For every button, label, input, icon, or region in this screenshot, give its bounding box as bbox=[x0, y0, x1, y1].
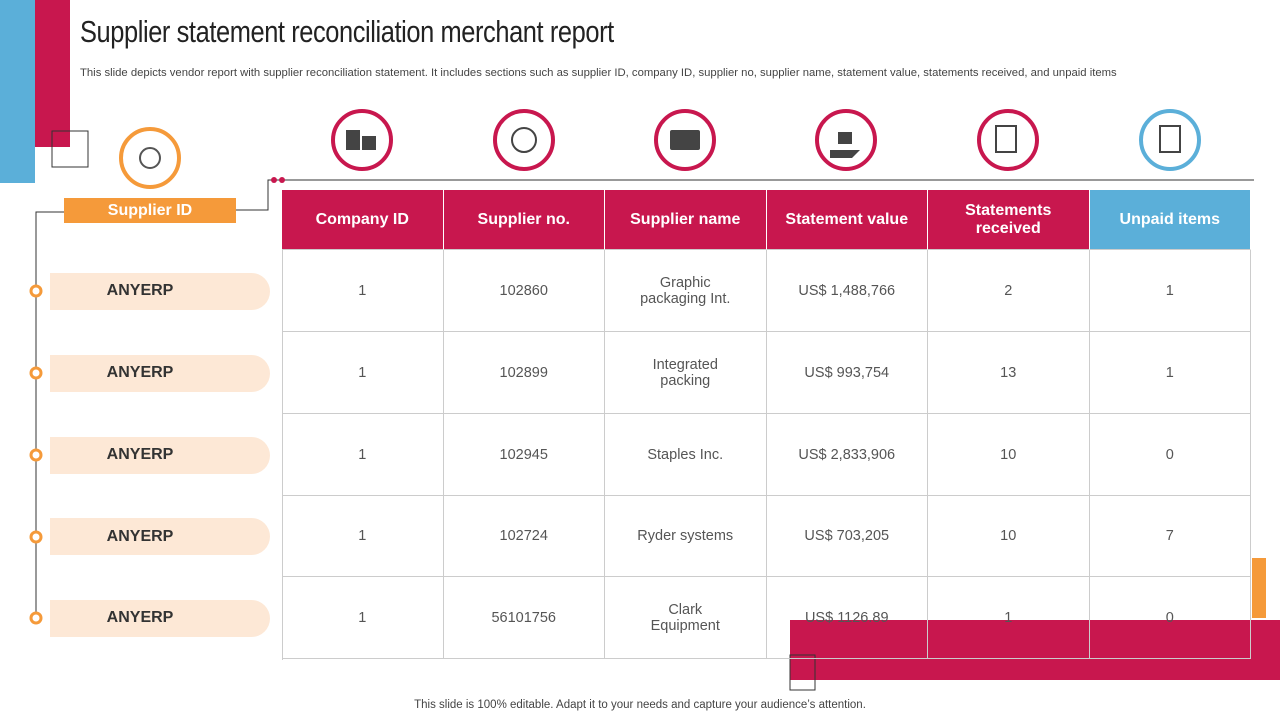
supplier-pill: ANYERP bbox=[50, 272, 270, 310]
table-cell: US$ 703,205 bbox=[766, 496, 928, 577]
title: Supplier statement reconciliation mercha… bbox=[80, 14, 614, 49]
supplier-pill: ANYERP bbox=[50, 599, 270, 637]
table-cell: 1 bbox=[282, 496, 444, 577]
table-cell: 102945 bbox=[443, 414, 605, 496]
table-cell: 1 bbox=[282, 250, 444, 332]
table-cell: US$ 993,754 bbox=[766, 332, 928, 414]
footer: This slide is 100% editable. Adapt it to… bbox=[414, 699, 866, 711]
table-cell: Ryder systems bbox=[605, 496, 767, 577]
table-cell: 56101756 bbox=[443, 577, 605, 659]
column-header: Supplier no. bbox=[443, 190, 605, 250]
table-cell: 1 bbox=[282, 577, 444, 659]
column-header: Unpaid items bbox=[1089, 190, 1251, 250]
column-header: Supplier name bbox=[605, 190, 767, 250]
table-cell: 102724 bbox=[443, 496, 605, 577]
column-header: Statement value bbox=[766, 190, 928, 250]
supplier-id-label: Supplier ID bbox=[107, 202, 193, 219]
table-cell: 7 bbox=[1089, 496, 1251, 577]
subtitle: This slide depicts vendor report with su… bbox=[80, 67, 1117, 79]
table-cell: 0 bbox=[1089, 577, 1251, 659]
table-cell: Graphic packaging Int. bbox=[605, 250, 767, 332]
table-cell: Integrated packing bbox=[605, 332, 767, 414]
table-cell: Clark Equipment bbox=[605, 577, 767, 659]
table-cell: 1 bbox=[282, 414, 444, 496]
table-cell: 1 bbox=[1089, 332, 1251, 414]
table-cell: 102899 bbox=[443, 332, 605, 414]
table-cell: 13 bbox=[928, 332, 1090, 414]
column-header: Statements received bbox=[928, 190, 1090, 250]
table-cell: 0 bbox=[1089, 414, 1251, 496]
table-cell: 1 bbox=[282, 332, 444, 414]
column-header: Company ID bbox=[282, 190, 444, 250]
table-cell: 10 bbox=[928, 414, 1090, 496]
table-cell: 1 bbox=[1089, 250, 1251, 332]
supplier-pill: ANYERP bbox=[50, 518, 270, 555]
supplier-pill: ANYERP bbox=[50, 354, 270, 392]
supplier-pill: ANYERP bbox=[50, 436, 270, 474]
table-cell: 10 bbox=[928, 496, 1090, 577]
table-cell: Staples Inc. bbox=[605, 414, 767, 496]
table-cell: US$ 1126.89 bbox=[766, 577, 928, 659]
table-cell: 1 bbox=[928, 577, 1090, 659]
table-cell: 2 bbox=[928, 250, 1090, 332]
table-cell: US$ 1,488,766 bbox=[766, 250, 928, 332]
table-cell: US$ 2,833,906 bbox=[766, 414, 928, 496]
table-cell: 102860 bbox=[443, 250, 605, 332]
table: Company ID Supplier no. Supplier name State… bbox=[282, 190, 1252, 660]
